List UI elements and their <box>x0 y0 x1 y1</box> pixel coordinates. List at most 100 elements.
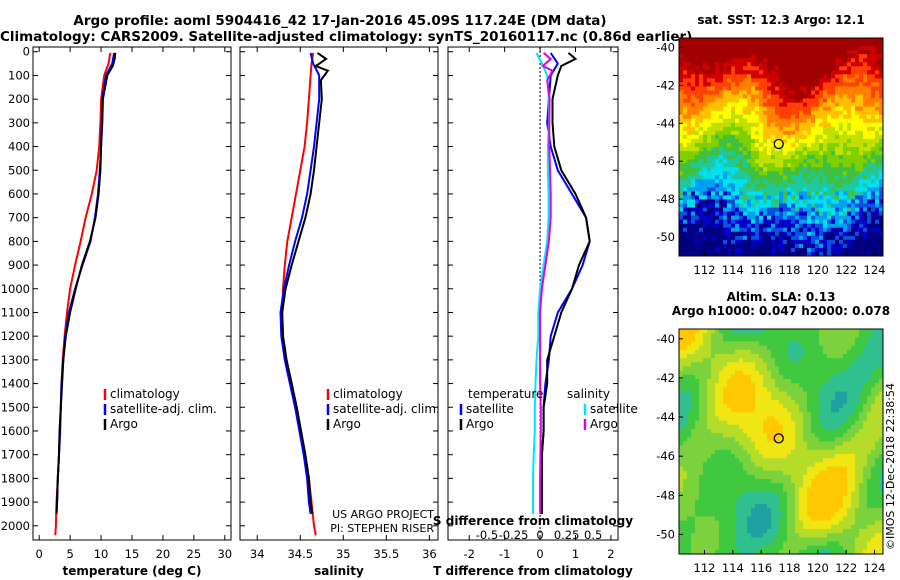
sla-map-cell <box>835 479 840 484</box>
sst-map-cell <box>727 171 732 176</box>
sla-map-cell <box>763 395 768 401</box>
sst-map-cell <box>755 159 760 164</box>
sst-map-cell <box>839 106 844 112</box>
sst-map-cell <box>831 110 836 116</box>
sla-map-cell <box>791 449 796 455</box>
sst-map-cell <box>807 155 812 160</box>
sla-map-cell <box>775 466 780 472</box>
sla-map-cell <box>783 416 788 422</box>
sst-map-cell <box>707 134 712 140</box>
sla-map-cell <box>775 358 780 363</box>
sst-map-cell <box>727 219 732 225</box>
sst-map-cell <box>847 74 852 79</box>
sst-map-cell <box>771 159 776 164</box>
sla-map-cell <box>851 349 856 355</box>
sst-map-cell <box>731 187 736 192</box>
sst-map-cell <box>719 98 724 103</box>
sst-map-cell <box>763 251 768 257</box>
sst-map-cell <box>723 179 728 184</box>
sla-map-cell <box>831 408 836 413</box>
sla-map-cell <box>811 345 816 351</box>
sla-map-cell <box>727 437 732 442</box>
sla-map-cell <box>819 354 824 359</box>
sst-map-cell <box>843 62 848 67</box>
sst-map-cell <box>847 102 852 108</box>
sla-map-cell <box>727 354 732 359</box>
sst-map-cell <box>867 50 872 55</box>
sla-map-cell <box>771 358 776 363</box>
sst-map-cell <box>687 94 692 99</box>
sla-map-panel: 112 114 116 118 120 122 124-40-42-44-46-48-50A… <box>656 290 890 575</box>
sst-map-cell <box>691 203 696 208</box>
sst-map-cell <box>859 231 864 237</box>
sst-map-cell <box>707 151 712 156</box>
sst-map-cell <box>831 130 836 136</box>
sst-map-cell <box>827 223 832 229</box>
sst-map-cell <box>751 90 756 95</box>
sst-map-cell <box>819 167 824 172</box>
sst-map-cell <box>751 70 756 75</box>
sst-map-cell <box>727 223 732 229</box>
sst-map-cell <box>739 179 744 184</box>
sla-map-cell <box>759 395 764 401</box>
sst-map-cell <box>699 50 704 55</box>
sla-map-cell <box>803 449 808 455</box>
sla-map-cell <box>711 341 716 347</box>
sst-map-cell <box>819 187 824 192</box>
sst-map-cell <box>863 94 868 99</box>
sla-map-cell <box>747 483 752 488</box>
sst-map-cell <box>819 78 824 83</box>
sst-map-cell <box>803 243 808 249</box>
sla-map-cell <box>779 441 784 447</box>
sst-map-cell <box>859 207 864 212</box>
sst-map-cell <box>779 167 784 172</box>
sst-map-cell <box>687 235 692 241</box>
sst-map-cell <box>763 247 768 253</box>
sla-map-cell <box>855 366 860 372</box>
sla-map-cell <box>767 412 772 417</box>
sla-map-cell <box>803 479 808 484</box>
sla-map-cell <box>863 412 868 417</box>
sla-map-cell <box>719 412 724 417</box>
sst-map-cell <box>731 235 736 241</box>
sla-map-cell <box>719 362 724 367</box>
sla-map-cell <box>719 424 724 430</box>
sla-map-cell <box>679 345 684 351</box>
sla-map-cell <box>819 404 824 409</box>
sst-map-cell <box>687 191 692 196</box>
sla-map-cell <box>855 416 860 422</box>
sst-map-cell <box>843 54 848 59</box>
sla-map-cell <box>843 354 848 359</box>
sla-map-cell <box>755 345 760 351</box>
sla-map-cell <box>763 429 768 434</box>
sla-map-cell <box>783 329 788 334</box>
sst-map-cell <box>767 110 772 116</box>
sst-map-cell <box>743 159 748 164</box>
sst-map-cell <box>871 70 876 75</box>
sst-map-cell <box>751 203 756 208</box>
sst-map-cell <box>863 110 868 116</box>
depth-tick-label: 400 <box>8 140 30 154</box>
sla-map-cell <box>691 420 696 426</box>
sla-map-cell <box>867 366 872 372</box>
sla-map-cell <box>787 333 792 338</box>
sst-map-cell <box>759 239 764 245</box>
sla-map-cell <box>879 437 884 442</box>
sla-map-cell <box>787 379 792 384</box>
sst-map-cell <box>763 243 768 249</box>
sla-map-cell <box>735 383 740 388</box>
sla-map-cell <box>715 487 720 492</box>
sla-map-cell <box>855 474 860 480</box>
sst-map-cell <box>707 62 712 67</box>
sst-map-cell <box>755 42 760 47</box>
sst-map-cell <box>679 58 684 63</box>
sst-map-cell <box>831 126 836 132</box>
sst-map-cell <box>703 223 708 229</box>
sst-map-cell <box>711 211 716 217</box>
sst-map-cell <box>743 78 748 83</box>
sla-map-cell <box>775 404 780 409</box>
sst-map-cell <box>703 130 708 136</box>
sst-map-cell <box>735 231 740 237</box>
sst-map-cell <box>735 207 740 212</box>
sla-map-cell <box>791 474 796 480</box>
